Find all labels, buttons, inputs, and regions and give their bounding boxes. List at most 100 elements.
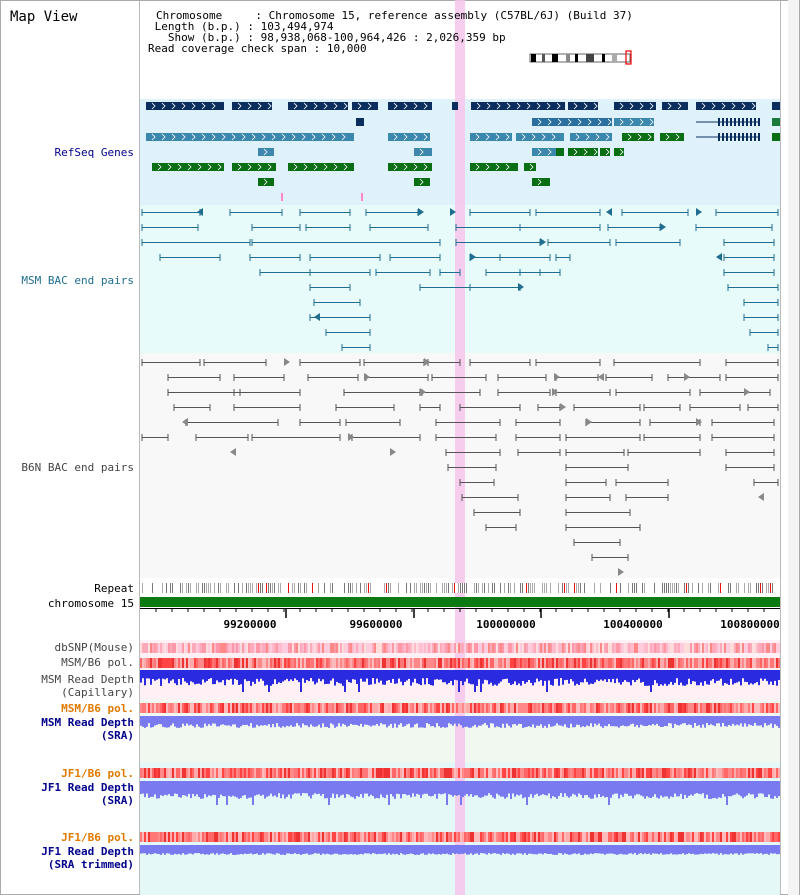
msm-b6-pol-sra-cell: [314, 703, 316, 713]
jf1-b6-pol-cell: [282, 768, 284, 778]
jf1-depth-trimmed-bar: [596, 845, 598, 854]
msm-depth-capillary-bar: [448, 670, 450, 683]
jf1-depth-trimmed-bar: [732, 845, 734, 855]
repeat-element: [676, 583, 677, 593]
msm-depth-capillary-bar: [292, 670, 294, 682]
jf1-depth-sra-bar: [618, 781, 620, 799]
msm-depth-capillary-bar: [352, 670, 354, 680]
jf1-depth-sra-bar: [748, 781, 750, 794]
repeat-element: [196, 583, 197, 593]
gene-strand-arrow: [171, 102, 176, 110]
jf1-depth-sra-bar: [230, 781, 232, 797]
repeat-element: [344, 583, 345, 593]
refseq-gene: [568, 148, 598, 156]
dbsnp-track-cell: [712, 643, 714, 653]
jf1-depth-sra-bar: [444, 781, 446, 794]
jf1-depth-trimmed-bar: [630, 845, 632, 854]
jf1-b6-pol-cell: [316, 768, 318, 778]
dbsnp-track-cell: [326, 643, 328, 653]
msm-b6-pol-cell: [716, 658, 718, 668]
msm-depth-capillary-bar: [348, 670, 350, 683]
msm-depth-sra-bar: [718, 716, 720, 724]
track-label-jf1-depth-sra[interactable]: JF1 Read Depth: [41, 781, 134, 794]
track-label-refseq[interactable]: RefSeq Genes: [54, 146, 134, 159]
jf1-b6-pol-trimmed-cell: [584, 832, 586, 842]
jf1-depth-sra-bar: [508, 781, 510, 794]
msm-b6-pol-sra-cell: [366, 703, 368, 713]
refseq-gene: [568, 102, 598, 110]
msm-depth-capillary-bar: [572, 670, 574, 682]
jf1-depth-sra-bar: [598, 781, 600, 795]
track-label-msm-b6-pol[interactable]: MSM/B6 pol.: [61, 656, 134, 669]
jf1-depth-trimmed-bar: [684, 845, 686, 855]
msm-depth-capillary-bar: [750, 670, 752, 684]
jf1-b6-pol-trimmed-cell: [410, 832, 412, 842]
msm-depth-sra-bar: [576, 716, 578, 725]
track-label-repeat[interactable]: Repeat: [94, 582, 134, 595]
jf1-b6-pol-cell: [484, 768, 486, 778]
track-label-b6n-bac[interactable]: B6N BAC end pairs: [21, 461, 134, 474]
jf1-b6-pol-cell: [656, 768, 658, 778]
msm-depth-capillary-bar: [518, 670, 520, 684]
msm-b6-pol-sra-cell: [618, 703, 620, 713]
msm-depth-capillary-bar: [444, 670, 446, 683]
jf1-depth-sra-bar: [704, 781, 706, 799]
track-label-jf1-pol-2[interactable]: JF1/B6 pol.: [61, 831, 134, 844]
repeat-element: [294, 583, 295, 593]
track-label-msm-depth-capillary[interactable]: MSM Read Depth: [41, 673, 134, 686]
msm-depth-capillary-bar: [198, 670, 200, 684]
gene-strand-arrow: [211, 133, 216, 141]
dbsnp-track-cell: [586, 643, 588, 653]
msm-depth-sra-bar: [568, 716, 570, 728]
track-label-msm-b6-pol-2[interactable]: MSM/B6 pol.: [61, 702, 134, 715]
jf1-depth-trimmed-bar: [452, 845, 454, 854]
jf1-b6-pol-trimmed-cell: [634, 832, 636, 842]
msm-depth-sra-bar: [196, 716, 198, 725]
jf1-b6-pol-trimmed-cell: [760, 832, 762, 842]
track-label-jf1-pol[interactable]: JF1/B6 pol.: [61, 767, 134, 780]
jf1-b6-pol-cell: [552, 768, 554, 778]
msm-depth-capillary-bar: [358, 670, 360, 692]
msm-b6-pol-cell: [582, 658, 584, 668]
msm-depth-capillary-bar: [742, 670, 744, 679]
gene-strand-arrow: [331, 133, 336, 141]
dbsnp-track-cell: [150, 643, 152, 653]
bac-end-marker: [390, 448, 396, 456]
ruler-tick-label: 100000000: [476, 618, 536, 631]
track-label-dbsnp[interactable]: dbSNP(Mouse): [54, 641, 134, 654]
jf1-b6-pol-trimmed-cell: [536, 832, 538, 842]
dbsnp-track-cell: [340, 643, 342, 653]
jf1-depth-trimmed-bar: [356, 845, 358, 855]
dbsnp-track-cell: [738, 643, 740, 653]
msm-depth-capillary-bar: [522, 670, 524, 681]
track-label-msm-bac[interactable]: MSM BAC end pairs: [21, 274, 134, 287]
msm-b6-pol-cell: [160, 658, 162, 668]
jf1-depth-sra-bar: [684, 781, 686, 795]
jf1-b6-pol-cell: [424, 768, 426, 778]
jf1-depth-sra-bar: [710, 781, 712, 799]
jf1-depth-sra-bar: [688, 781, 690, 796]
repeat-element: [430, 583, 431, 593]
jf1-b6-pol-trimmed-cell: [542, 832, 544, 842]
bac-end-marker: [598, 373, 604, 381]
msm-b6-pol-sra-cell: [306, 703, 308, 713]
dbsnp-track-cell: [226, 643, 228, 653]
msm-b6-pol-cell: [766, 658, 768, 668]
jf1-depth-trimmed-bar: [284, 845, 286, 855]
jf1-depth-trimmed-bar: [392, 845, 394, 854]
jf1-b6-pol-trimmed-cell: [624, 832, 626, 842]
jf1-depth-trimmed-bar: [606, 845, 608, 854]
msm-b6-pol-cell: [666, 658, 668, 668]
repeat-element: [678, 583, 679, 593]
msm-b6-pol-cell: [758, 658, 760, 668]
dbsnp-track-cell: [310, 643, 312, 653]
msm-b6-pol-cell: [732, 658, 734, 668]
track-label-jf1-depth-trimmed[interactable]: JF1 Read Depth: [41, 845, 134, 858]
jf1-b6-pol-trimmed-cell: [168, 832, 170, 842]
msm-depth-capillary-bar: [388, 670, 390, 680]
msm-depth-sra-bar: [314, 716, 316, 727]
track-label-msm-depth-sra[interactable]: MSM Read Depth: [41, 716, 134, 729]
msm-b6-pol-sra-cell: [496, 703, 498, 713]
msm-b6-pol-sra-cell: [524, 703, 526, 713]
